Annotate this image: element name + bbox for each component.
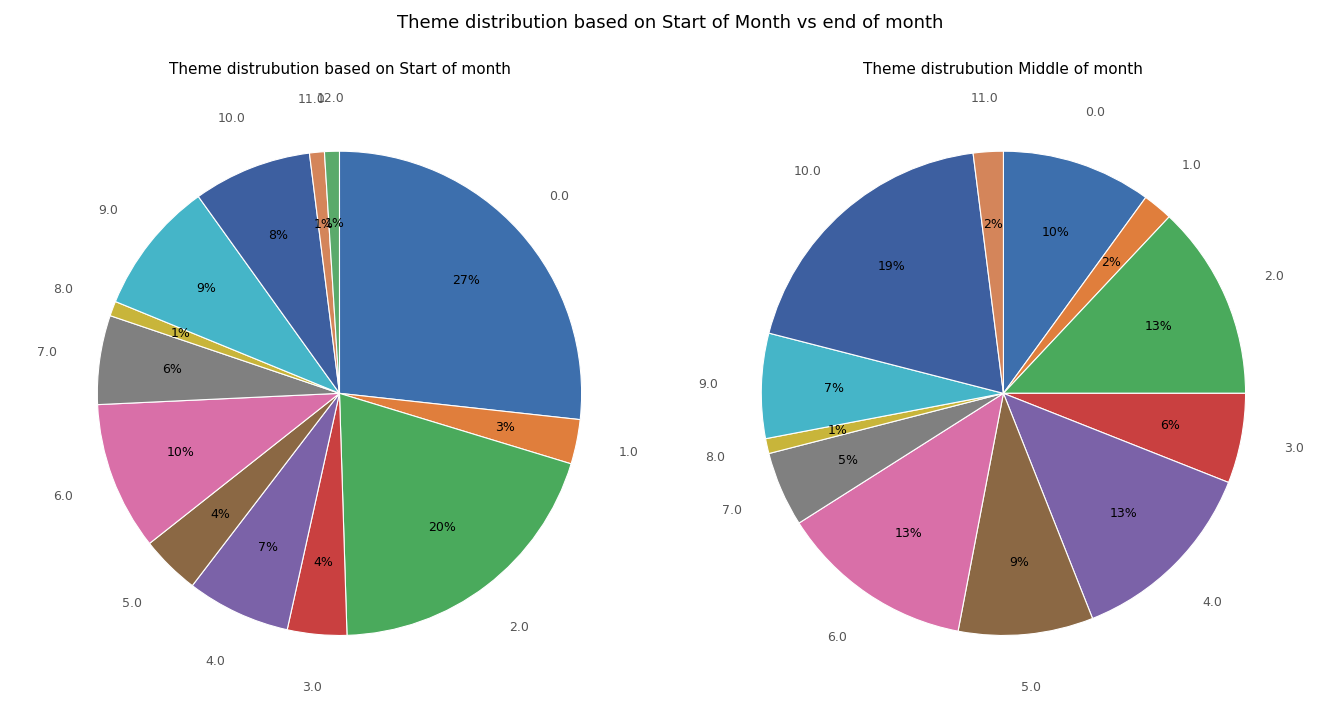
Title: Theme distrubution Middle of month: Theme distrubution Middle of month xyxy=(864,62,1144,77)
Wedge shape xyxy=(110,301,339,393)
Text: 7%: 7% xyxy=(257,540,278,553)
Text: 2%: 2% xyxy=(983,218,1003,230)
Wedge shape xyxy=(768,153,1003,393)
Text: 0.0: 0.0 xyxy=(1085,106,1105,119)
Text: 19%: 19% xyxy=(877,260,905,273)
Text: 27%: 27% xyxy=(452,274,480,287)
Text: 2.0: 2.0 xyxy=(510,621,528,634)
Text: 7.0: 7.0 xyxy=(38,346,56,358)
Wedge shape xyxy=(339,393,571,636)
Wedge shape xyxy=(325,151,339,393)
Text: 2.0: 2.0 xyxy=(1265,269,1285,282)
Text: 4.0: 4.0 xyxy=(205,655,225,668)
Text: 1.0: 1.0 xyxy=(1181,159,1202,172)
Wedge shape xyxy=(1003,151,1145,393)
Text: 6%: 6% xyxy=(162,363,181,376)
Text: 6%: 6% xyxy=(1160,419,1180,432)
Wedge shape xyxy=(198,153,339,393)
Text: 10.0: 10.0 xyxy=(794,165,822,178)
Wedge shape xyxy=(287,393,347,636)
Wedge shape xyxy=(799,393,1003,631)
Text: 1%: 1% xyxy=(314,218,334,231)
Title: Theme distrubution based on Start of month: Theme distrubution based on Start of mon… xyxy=(169,62,511,77)
Text: 12.0: 12.0 xyxy=(316,92,345,105)
Wedge shape xyxy=(768,393,1003,523)
Text: 8.0: 8.0 xyxy=(705,451,725,464)
Text: 1%: 1% xyxy=(829,424,848,437)
Text: 4%: 4% xyxy=(314,555,334,569)
Wedge shape xyxy=(98,393,339,543)
Text: 10%: 10% xyxy=(166,447,194,459)
Wedge shape xyxy=(115,196,339,393)
Wedge shape xyxy=(957,393,1093,636)
Text: 7%: 7% xyxy=(823,382,843,395)
Wedge shape xyxy=(1003,198,1169,393)
Text: 5.0: 5.0 xyxy=(1022,681,1041,694)
Text: 4%: 4% xyxy=(211,508,231,520)
Wedge shape xyxy=(766,393,1003,454)
Wedge shape xyxy=(1003,393,1228,619)
Wedge shape xyxy=(339,151,582,419)
Text: 9%: 9% xyxy=(1010,555,1030,569)
Text: 8%: 8% xyxy=(268,229,288,242)
Text: 1%: 1% xyxy=(170,328,190,341)
Text: 20%: 20% xyxy=(429,521,456,535)
Text: 3%: 3% xyxy=(496,421,515,434)
Text: 11.0: 11.0 xyxy=(298,92,326,106)
Text: 11.0: 11.0 xyxy=(971,92,999,105)
Text: 3.0: 3.0 xyxy=(1283,442,1303,455)
Text: 8.0: 8.0 xyxy=(52,284,72,296)
Text: 1%: 1% xyxy=(325,218,345,230)
Wedge shape xyxy=(149,393,339,586)
Text: 5.0: 5.0 xyxy=(122,597,142,610)
Text: 0.0: 0.0 xyxy=(550,190,570,203)
Text: Theme distribution based on Start of Month vs end of month: Theme distribution based on Start of Mon… xyxy=(397,14,944,32)
Text: 1.0: 1.0 xyxy=(620,446,638,459)
Wedge shape xyxy=(192,393,339,630)
Text: 4.0: 4.0 xyxy=(1203,596,1222,609)
Text: 3.0: 3.0 xyxy=(302,681,322,694)
Text: 13%: 13% xyxy=(1145,319,1173,333)
Text: 13%: 13% xyxy=(1109,507,1137,520)
Wedge shape xyxy=(1003,217,1246,393)
Text: 5%: 5% xyxy=(838,454,858,467)
Wedge shape xyxy=(974,151,1003,393)
Text: 10.0: 10.0 xyxy=(217,112,245,124)
Wedge shape xyxy=(310,151,339,393)
Wedge shape xyxy=(762,333,1003,439)
Wedge shape xyxy=(1003,393,1246,483)
Text: 6.0: 6.0 xyxy=(52,491,72,503)
Text: 6.0: 6.0 xyxy=(827,631,848,644)
Wedge shape xyxy=(98,316,339,405)
Wedge shape xyxy=(339,393,581,464)
Text: 13%: 13% xyxy=(894,527,923,540)
Text: 7.0: 7.0 xyxy=(723,504,743,517)
Text: 10%: 10% xyxy=(1042,225,1070,239)
Text: 9.0: 9.0 xyxy=(699,378,717,390)
Text: 9%: 9% xyxy=(197,282,216,295)
Text: 9.0: 9.0 xyxy=(98,203,118,217)
Text: 2%: 2% xyxy=(1101,256,1121,269)
